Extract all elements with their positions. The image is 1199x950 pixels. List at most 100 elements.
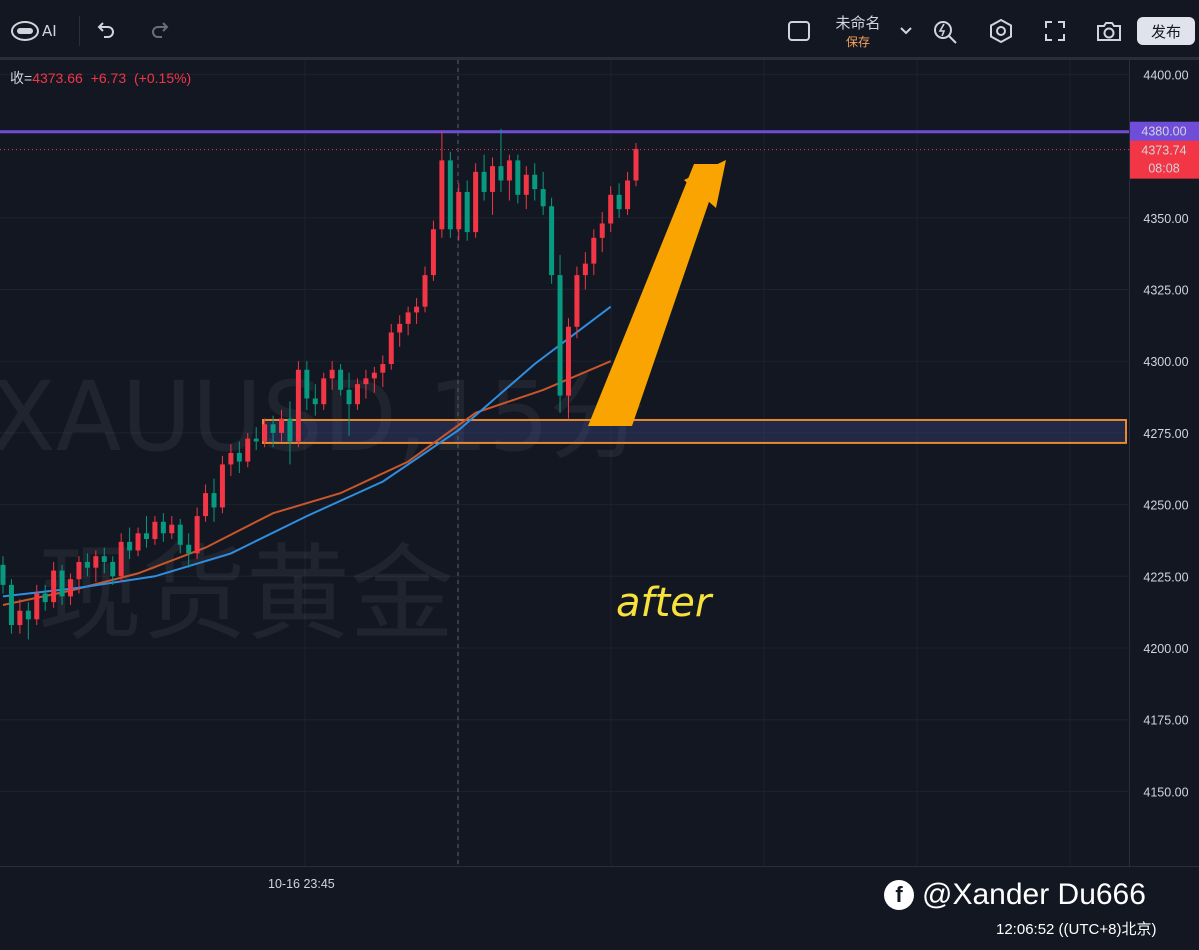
candle-body — [481, 171, 487, 192]
candle-body — [169, 524, 175, 534]
candlestick-series — [0, 128, 639, 640]
candle-body — [76, 561, 82, 580]
price-tick-label: 4275.00 — [1143, 427, 1188, 441]
candle-body — [59, 570, 65, 597]
candle-body — [439, 160, 445, 230]
candle-body — [101, 556, 107, 562]
chevron-down-icon[interactable] — [896, 20, 916, 42]
candle-body — [397, 323, 403, 333]
ai-label[interactable]: AI — [42, 22, 57, 40]
candle-body — [405, 312, 411, 324]
ai-eye-icon[interactable] — [10, 18, 40, 44]
close-value: 4373.66 — [32, 70, 83, 86]
candle-body — [490, 166, 496, 192]
close-label: 收= — [10, 70, 33, 86]
price-tick-label: 4350.00 — [1143, 212, 1188, 226]
candle-body — [523, 174, 529, 195]
candle-body — [591, 237, 597, 264]
candle-body — [321, 378, 327, 405]
candle-body — [177, 524, 183, 545]
price-tick-label: 4200.00 — [1143, 642, 1188, 656]
redo-icon[interactable] — [148, 20, 172, 42]
candle-body — [17, 610, 23, 626]
save-label[interactable]: 保存 — [845, 34, 870, 49]
candle-body — [608, 194, 614, 224]
candle-body — [0, 564, 6, 585]
candle-body — [186, 544, 192, 554]
candle-body — [574, 275, 580, 327]
price-tick-label: 4150.00 — [1143, 785, 1188, 799]
candle-body — [152, 521, 158, 540]
candle-body — [515, 160, 521, 195]
candle-body — [506, 160, 512, 181]
toolbar-divider — [79, 16, 80, 46]
watermark-symbol: XAUUSD,15分 — [0, 361, 646, 473]
candle-body — [338, 369, 344, 390]
price-tick-label: 4225.00 — [1143, 570, 1188, 584]
candle-body — [430, 229, 436, 276]
candle-body — [295, 369, 301, 442]
undo-icon[interactable] — [94, 20, 118, 42]
candle-body — [380, 364, 386, 373]
status-clock[interactable]: 12:06:52 ((UTC+8)北京) — [996, 921, 1157, 938]
camera-icon[interactable] — [1094, 18, 1124, 44]
fullscreen-icon[interactable] — [1042, 18, 1068, 44]
last-price-text: 4373.74 — [1141, 144, 1186, 158]
price-tick-label: 4250.00 — [1143, 499, 1188, 513]
candle-body — [447, 160, 453, 230]
candle-body — [68, 579, 74, 597]
candle-body — [540, 189, 546, 207]
ma-fast-line — [2, 305, 612, 598]
price-tick-label: 4300.00 — [1143, 355, 1188, 369]
candle-body — [160, 521, 166, 534]
candle-body — [236, 452, 242, 462]
after-annotation: after — [616, 580, 712, 626]
candle-body — [143, 533, 149, 540]
candle-body — [599, 223, 605, 238]
candle-body — [84, 561, 90, 568]
layout-square-icon[interactable] — [786, 18, 812, 44]
change-value: +6.73 — [90, 70, 127, 86]
candle-body — [25, 610, 31, 620]
chart-grid — [0, 60, 1129, 866]
candle-body — [625, 180, 631, 210]
candle-body — [262, 424, 268, 442]
layout-name[interactable]: 未命名 — [835, 13, 881, 32]
candle-body — [456, 191, 462, 230]
price-chart[interactable]: XAUUSD,15分 现货黄金 4400.00 4350.00 4325.00 430… — [0, 60, 1199, 950]
candle-body — [633, 148, 639, 181]
price-axis[interactable]: 4400.00 4350.00 4325.00 4300.00 4275.00 4250.… — [1129, 60, 1199, 866]
candle-body — [194, 516, 200, 554]
candle-body — [228, 452, 234, 465]
publish-button[interactable]: 发布 — [1137, 17, 1195, 45]
trend-arrow-head[interactable] — [684, 160, 726, 208]
author-credit: f @Xander Du666 — [884, 878, 1146, 912]
candle-body — [219, 464, 225, 508]
chart-watermark: XAUUSD,15分 现货黄金 — [0, 361, 646, 655]
candle-body — [42, 593, 48, 603]
resistance-price-text: 4380.00 — [1141, 125, 1186, 139]
candle-body — [245, 438, 251, 462]
ohlc-legend: 收=4373.66 +6.73 (+0.15%) — [10, 68, 191, 88]
candle-body — [203, 493, 209, 517]
candle-body — [565, 326, 571, 396]
candle-body — [51, 570, 57, 603]
watermark-name: 现货黄金 — [38, 533, 454, 655]
settings-icon[interactable] — [986, 17, 1016, 45]
trend-arrow-shaft[interactable] — [588, 164, 722, 426]
time-axis[interactable]: 10-16 23:45 — [0, 866, 1199, 892]
candle-body — [8, 584, 14, 626]
candle-body — [464, 191, 470, 233]
resistance-price-label — [1130, 121, 1199, 142]
candle-body — [388, 332, 394, 365]
candle-body — [127, 541, 133, 551]
facebook-icon: f — [884, 880, 914, 910]
candle-body — [616, 194, 622, 210]
quick-search-icon[interactable] — [930, 17, 960, 45]
top-toolbar: AI 未命名 保存 发布 — [0, 0, 1199, 60]
candle-body — [253, 438, 259, 442]
last-price-label — [1130, 140, 1199, 179]
support-zone[interactable] — [262, 418, 1127, 444]
candle-body — [118, 541, 124, 577]
